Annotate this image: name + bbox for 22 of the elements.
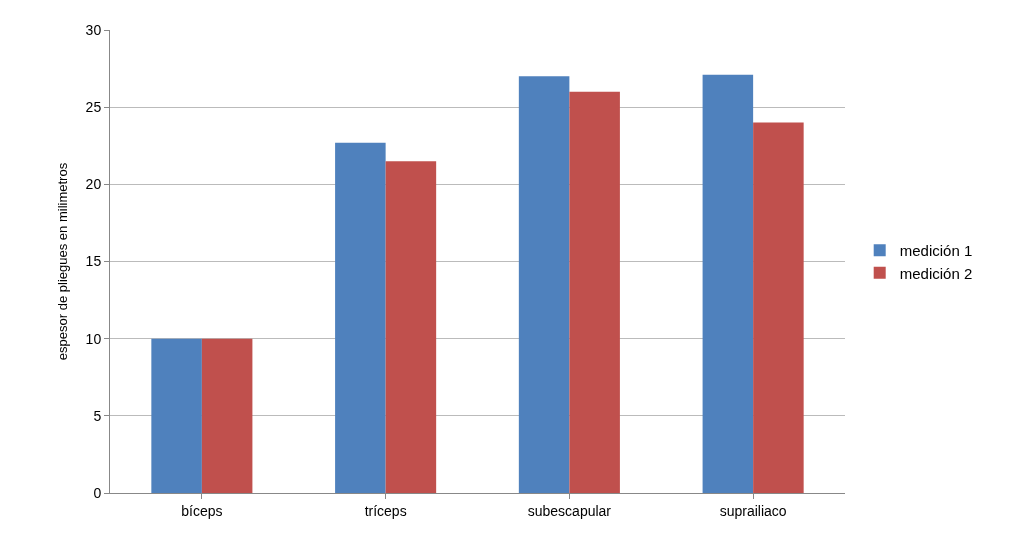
bar [335,142,386,493]
x-tick-label: tríceps [364,502,407,519]
y-tick-label: 30 [85,21,102,38]
y-tick-label: 15 [85,253,102,270]
legend-label: medición 2 [899,264,973,282]
y-tick-label: 20 [85,176,102,193]
y-tick-label: 0 [93,484,102,501]
y-tick-label: 10 [85,330,102,347]
x-tick-label: subescapular [527,502,612,519]
bar [753,122,804,493]
y-axis-title: espesor de pliegues en milimetros [54,162,70,361]
y-tick-label: 5 [93,407,102,424]
x-tick-label: bíceps [181,502,223,519]
legend-label: medición 1 [899,242,973,260]
bar [201,338,253,493]
bar [569,91,620,493]
bar [518,76,570,493]
bar [702,74,754,493]
y-tick-label: 25 [85,99,102,116]
bar [151,338,202,493]
x-tick-label: suprailiaco [719,502,787,519]
bar [385,161,437,493]
